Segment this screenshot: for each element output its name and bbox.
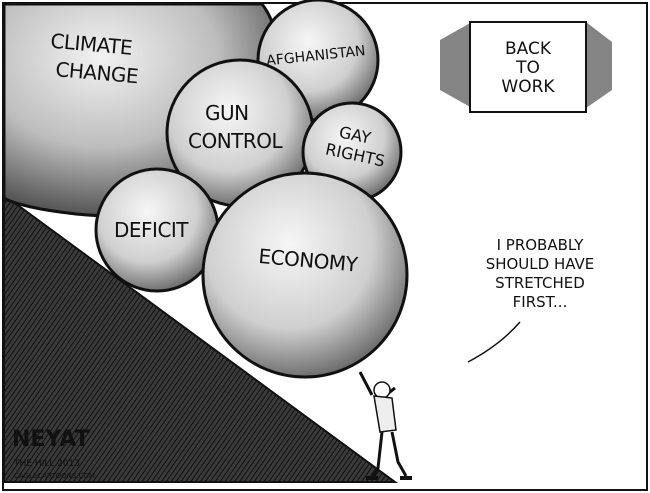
deficit-label: DEFICIT bbox=[114, 218, 189, 242]
speech-line2: SHOULD HAVE bbox=[486, 255, 595, 273]
sign-line3: WORK bbox=[501, 77, 555, 97]
signature-outlet: THE HILL 2013 bbox=[13, 459, 80, 469]
figure-pushing bbox=[358, 371, 412, 480]
economy-ball: ECONOMY bbox=[201, 171, 409, 379]
back-to-work-sign: BACK TO WORK bbox=[440, 21, 612, 113]
speech-line3: STRETCHED bbox=[495, 274, 585, 292]
signature-site: CAGLECARTOONS.COM bbox=[14, 472, 95, 480]
speech-line1: I PROBABLY bbox=[497, 236, 585, 254]
sign-line1: BACK bbox=[505, 39, 552, 59]
gun-label-line1: GUN bbox=[205, 101, 249, 125]
speech-caption: I PROBABLY SHOULD HAVE STRETCHED FIRST..… bbox=[467, 236, 595, 363]
sign-line2: TO bbox=[515, 58, 540, 78]
artist-signature: NEYAT THE HILL 2013 CAGLECARTOONS.COM bbox=[12, 427, 95, 480]
gun-label-line2: CONTROL bbox=[188, 129, 284, 153]
deficit-ball: DEFICIT bbox=[94, 167, 220, 293]
signature-name: NEYAT bbox=[12, 427, 90, 452]
speech-tail bbox=[467, 321, 521, 363]
speech-line4: FIRST... bbox=[513, 293, 568, 311]
hill bbox=[3, 193, 399, 483]
